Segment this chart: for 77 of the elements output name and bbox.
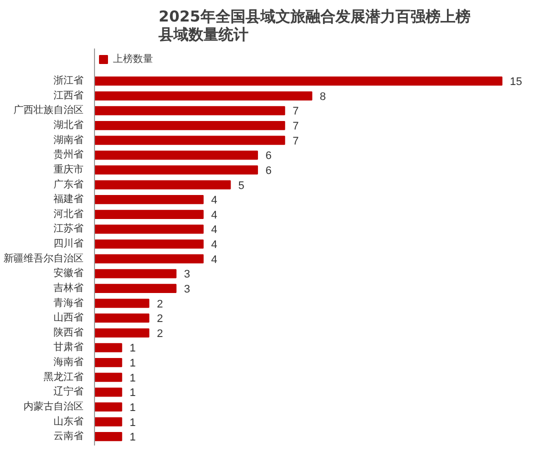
bar (94, 224, 204, 234)
y-tick-label: 江西省 (54, 89, 84, 102)
data-label: 7 (292, 106, 299, 118)
data-label: 1 (130, 342, 136, 355)
y-tick-label: 贵州省 (54, 148, 84, 161)
bar (94, 239, 204, 249)
data-label: 1 (130, 402, 136, 414)
data-label: 4 (211, 194, 218, 207)
chart-title: 2025年全国县域文旅融合发展潜力百强榜上榜县域数量统计 (158, 8, 470, 44)
bar (94, 106, 286, 116)
bar (94, 165, 258, 175)
bar (94, 91, 312, 100)
data-label: 3 (184, 268, 190, 281)
bar (94, 402, 122, 412)
data-label: 1 (130, 432, 136, 444)
y-tick-label: 广东省 (54, 178, 84, 190)
bar (94, 298, 150, 308)
data-label: 1 (130, 372, 136, 384)
bar (94, 180, 231, 190)
bar (94, 284, 176, 294)
y-tick-label: 山西省 (54, 312, 84, 324)
y-tick-label: 云南省 (54, 430, 84, 442)
y-tick-label: 山东省 (54, 415, 84, 428)
y-tick-label: 黑龙江省 (44, 370, 84, 383)
data-label: 8 (320, 90, 326, 103)
data-label: 15 (510, 76, 522, 88)
y-tick-label: 青海省 (54, 296, 84, 309)
data-label: 4 (211, 224, 218, 236)
bar (94, 120, 286, 130)
bar (94, 388, 122, 397)
bar (94, 358, 122, 368)
y-tick-label: 吉林省 (54, 282, 84, 294)
data-label: 6 (265, 164, 272, 177)
bar (94, 76, 502, 86)
data-label: 7 (292, 120, 299, 133)
bar (94, 150, 258, 160)
bar (94, 328, 150, 338)
y-tick-label: 浙江省 (54, 74, 84, 87)
y-tick-label: 新疆维吾尔自治区 (4, 252, 84, 264)
bar (94, 314, 150, 323)
bar (94, 372, 122, 382)
data-label: 4 (211, 239, 218, 252)
y-tick-label: 广西壮族自治区 (14, 104, 84, 116)
data-label: 1 (130, 416, 136, 429)
y-tick-label: 海南省 (54, 356, 84, 368)
y-tick-label: 辽宁省 (54, 386, 84, 398)
data-label: 1 (130, 358, 136, 370)
bar (94, 432, 122, 442)
data-label: 7 (292, 135, 299, 148)
y-tick-label: 河北省 (54, 208, 84, 220)
bar (94, 417, 122, 426)
y-tick-label: 内蒙古自治区 (24, 400, 84, 412)
bar (94, 269, 176, 278)
bar (94, 254, 204, 264)
data-label: 4 (211, 254, 218, 266)
data-label: 4 (211, 209, 218, 222)
data-label: 2 (156, 313, 163, 326)
data-label: 1 (130, 387, 136, 400)
data-label: 5 (238, 180, 244, 192)
bar (94, 136, 286, 145)
bar (94, 195, 204, 204)
y-tick-label: 湖南省 (54, 134, 84, 146)
data-label: 2 (156, 328, 163, 340)
y-tick-label: 重庆市 (54, 163, 84, 176)
y-tick-label: 湖北省 (54, 119, 84, 132)
bar (94, 343, 122, 352)
y-tick-label: 安徽省 (54, 267, 84, 280)
y-tick-label: 陕西省 (54, 326, 84, 338)
y-tick-label: 四川省 (54, 238, 84, 250)
bar (94, 210, 204, 219)
data-label: 3 (184, 283, 190, 296)
y-tick-label: 甘肃省 (54, 341, 84, 354)
y-tick-label: 福建省 (54, 193, 84, 206)
y-tick-label: 江苏省 (54, 222, 84, 235)
data-label: 6 (265, 150, 272, 162)
data-label: 2 (156, 298, 163, 310)
legend-label: 上榜数量 (113, 52, 153, 66)
